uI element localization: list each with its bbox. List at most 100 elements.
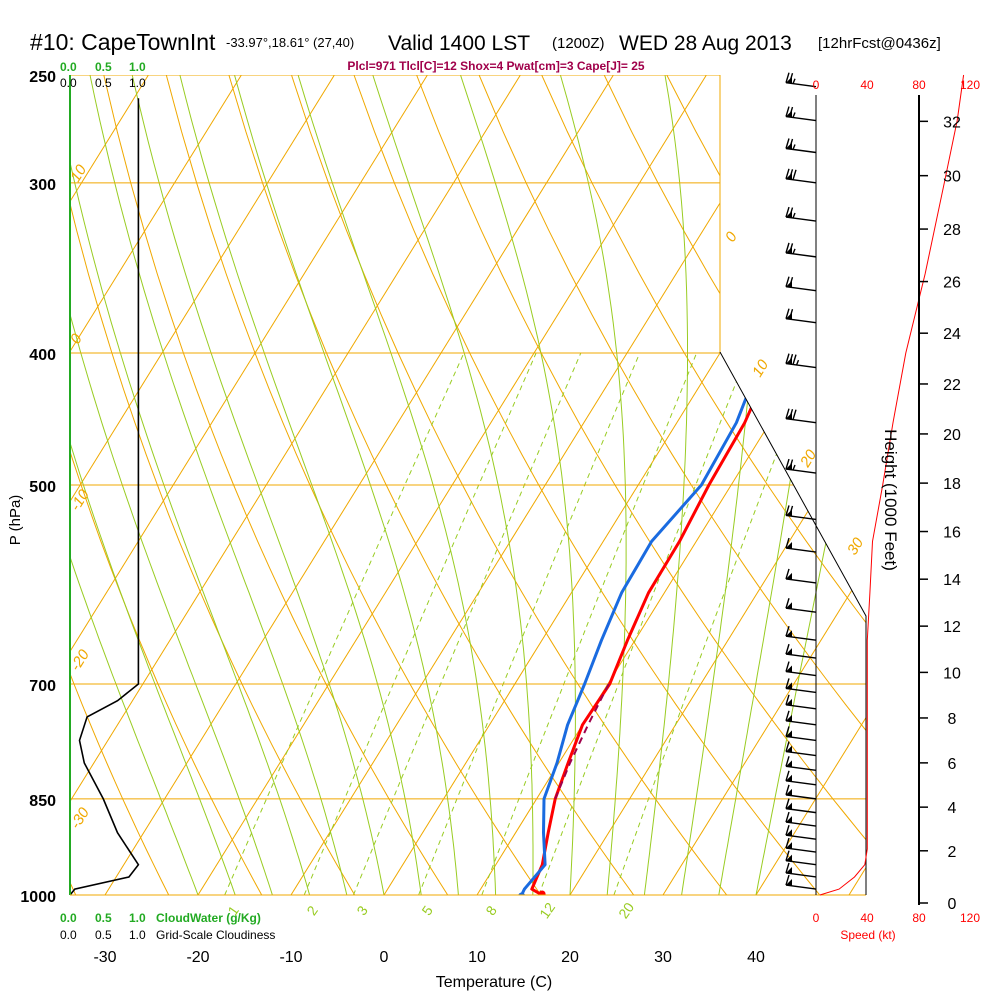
cloud-bottom-black-2: 1.0 xyxy=(129,928,146,942)
moist-adiabat xyxy=(372,75,534,895)
wind-barb xyxy=(785,353,817,369)
wind-barb xyxy=(785,458,817,474)
mixing-ratio-label: 3 xyxy=(353,902,371,918)
valid-date: WED 28 Aug 2013 xyxy=(619,32,792,55)
forecast-info: [12hrFcst@0436z] xyxy=(818,35,941,52)
wind-barb xyxy=(785,825,817,840)
moist-adiabat xyxy=(297,75,497,895)
temperature-tick-label: -20 xyxy=(186,949,209,966)
pressure-tick-label: 500 xyxy=(29,479,56,496)
wind-barb-feather xyxy=(792,169,797,181)
wind-barb-flag xyxy=(786,866,792,874)
dry-adiabat xyxy=(165,75,542,895)
wind-barb xyxy=(785,408,817,424)
height-tick-label: 14 xyxy=(943,572,961,589)
dry-adiabat xyxy=(416,75,866,895)
wind-barb-feather xyxy=(785,710,790,722)
wind-barbs xyxy=(785,72,965,896)
wind-barb-feather xyxy=(785,694,790,706)
wind-barb-feather xyxy=(785,206,790,218)
wind-barb-flag xyxy=(786,211,792,219)
mixing-ratio-line xyxy=(538,352,749,895)
wind-barb-feather xyxy=(785,168,790,180)
wind-barb-flag xyxy=(786,357,792,365)
wind-barb-feather xyxy=(785,741,790,752)
temperature-tick-label: -10 xyxy=(279,949,302,966)
wind-speed-profile xyxy=(819,74,965,896)
wind-barb-flag xyxy=(786,774,792,782)
speed-bottom-1: 40 xyxy=(860,911,874,925)
stability-indices: Plcl=971 Tlcl[C]=12 Shox=4 Pwat[cm]=3 Ca… xyxy=(347,59,644,73)
moist-adiabat xyxy=(643,75,688,895)
height-tick-label: 18 xyxy=(943,476,961,493)
wind-barb-feather xyxy=(792,354,797,365)
dewpoint-surface-dot xyxy=(518,892,526,895)
wind-barb xyxy=(785,537,817,553)
wind-barb-feather xyxy=(785,784,790,796)
height-tick-label: 32 xyxy=(943,114,961,131)
height-tick-label: 16 xyxy=(943,525,961,542)
wind-barb-feather xyxy=(785,72,790,83)
moist-adiabat xyxy=(755,75,866,895)
wind-barb-feather xyxy=(785,138,790,149)
mixing-ratio-label: 12 xyxy=(536,899,558,921)
isotherm-line xyxy=(662,75,866,895)
isotherm-label: 10 xyxy=(749,356,773,380)
pressure-tick-label: 850 xyxy=(29,793,56,810)
cloudiness-label: Grid-Scale Cloudiness xyxy=(156,928,275,942)
wind-barb-feather xyxy=(785,770,790,781)
temperature-surface-dot xyxy=(538,890,546,895)
height-tick-label: 28 xyxy=(943,222,961,239)
wind-barb-feather xyxy=(785,862,790,874)
wind-barb-half xyxy=(792,248,796,255)
cloud-bottom-green-1: 0.5 xyxy=(95,911,112,925)
wind-barb-flag xyxy=(786,463,792,471)
wind-barb-flag xyxy=(786,745,792,753)
wind-barb-feather xyxy=(785,850,790,861)
isotherm-line xyxy=(755,75,866,895)
wind-barb xyxy=(785,710,817,726)
isotherm-line xyxy=(70,75,242,895)
wind-barb-flag xyxy=(786,142,792,150)
wind-barb-feather xyxy=(792,409,797,420)
wind-barb-feather xyxy=(785,726,790,737)
dry-adiabat xyxy=(70,75,356,895)
wind-barb-flag xyxy=(786,630,792,638)
wind-barb-feather xyxy=(785,598,790,609)
moist-adiabat xyxy=(131,75,385,895)
wind-barb-flag xyxy=(786,854,792,862)
cloud-top-green-1: 0.5 xyxy=(95,60,112,74)
wind-barb-flag xyxy=(786,509,792,517)
height-tick-label: 8 xyxy=(948,711,957,728)
height-tick-label: 26 xyxy=(943,275,961,292)
wind-barb xyxy=(785,138,817,154)
wind-barb xyxy=(785,505,817,521)
dry-adiabat xyxy=(70,75,170,895)
wind-barb xyxy=(785,770,817,786)
wind-barb-feather xyxy=(785,798,790,809)
mixing-ratio-label: 8 xyxy=(482,902,500,918)
wind-barb-flag xyxy=(786,542,792,550)
mixing-ratio-label: 5 xyxy=(418,902,436,918)
wind-barb-flag xyxy=(786,842,792,850)
wind-barb xyxy=(785,106,817,122)
wind-barb-flag xyxy=(786,172,792,180)
wind-barb-feather xyxy=(785,276,790,287)
isotherm-label: 0 xyxy=(722,228,741,245)
moist-adiabat xyxy=(460,75,576,895)
wind-barb-feather xyxy=(785,568,790,580)
wind-barb-flag xyxy=(786,829,792,837)
wind-barb xyxy=(785,798,817,814)
wind-barb-feather xyxy=(785,505,790,516)
wind-barb xyxy=(785,850,817,866)
wind-barb-feather xyxy=(785,458,790,470)
wind-barb xyxy=(785,206,817,222)
cloud-bottom-black-1: 0.5 xyxy=(95,928,112,942)
wind-barb-flag xyxy=(786,730,792,738)
height-tick-label: 6 xyxy=(948,756,957,773)
wind-barb-feather xyxy=(785,811,790,823)
wind-barb-flag xyxy=(786,280,792,288)
